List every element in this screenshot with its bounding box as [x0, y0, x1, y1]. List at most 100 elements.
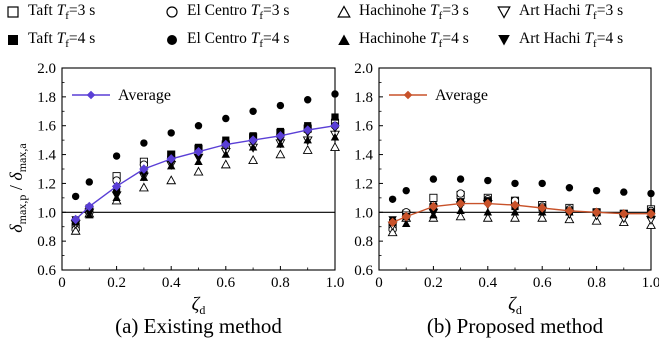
- y-axis-label-text: δmax,p / δmax,a: [6, 143, 29, 233]
- legend-label-5: El Centro Tf=4 s: [187, 30, 290, 51]
- x-tick-label: 0.4: [162, 275, 181, 291]
- data-point-7-5: [510, 203, 520, 211]
- average-legend-label: Average: [435, 87, 488, 104]
- data-point-2-5: [510, 212, 520, 222]
- data-point-3-3: [138, 172, 149, 182]
- average-point-4: [483, 198, 493, 209]
- data-point-6-3: [456, 206, 465, 215]
- data-point-1-3: [139, 160, 149, 169]
- data-point-0-5: [194, 144, 203, 153]
- data-point-6-2: [429, 210, 438, 219]
- x-tick-label: 0.2: [424, 275, 443, 291]
- legend-label-1: El Centro Tf=3 s: [187, 2, 290, 23]
- data-point-0-6: [538, 201, 547, 210]
- data-point-7-4: [483, 201, 492, 210]
- data-point-2-8: [591, 215, 602, 225]
- data-point-0-9: [303, 124, 312, 133]
- data-point-3-5: [193, 153, 204, 163]
- data-point-6-2: [112, 193, 121, 202]
- data-point-4-2: [429, 202, 437, 211]
- average-line: [75, 125, 336, 221]
- x-tick-label: 0.8: [271, 275, 290, 291]
- legend-entry-7: Art Hachi Tf=4 s: [497, 30, 623, 50]
- data-point-1-2: [429, 200, 438, 210]
- data-point-5-3: [456, 175, 465, 183]
- average-point-7: [248, 135, 258, 145]
- data-point-0-10: [646, 205, 656, 214]
- data-point-3-8: [591, 211, 602, 221]
- data-point-1-2: [112, 176, 121, 185]
- legend-row-2: Taft Tf=4 s El Centro Tf=4 s Hachinohe T…: [0, 30, 659, 52]
- average-point-4: [166, 154, 176, 164]
- panel-proposed-method: 0.6 0.8 1.0 1.2 1.4 1.6 1.8 2.0 0 0.2 0.4 0.6 0.8 1.0…: [354, 61, 659, 338]
- data-point-3-2: [111, 191, 122, 201]
- data-point-2-4: [166, 175, 177, 185]
- data-point-1-10: [646, 206, 656, 215]
- data-point-1-6: [538, 202, 547, 211]
- filled-circle-marker-icon: [167, 35, 177, 46]
- data-point-6-9: [619, 209, 628, 217]
- data-point-2-1: [401, 212, 412, 222]
- average-line: [392, 202, 651, 224]
- data-point-4-8: [276, 127, 284, 136]
- data-point-5-9: [304, 96, 312, 104]
- data-point-4-0: [72, 217, 80, 225]
- data-point-2-10: [646, 219, 656, 229]
- y-tick-label: 0.6: [37, 263, 56, 279]
- data-point-6-1: [402, 219, 411, 228]
- data-point-5-0: [388, 195, 397, 203]
- y-tick-label: 1.6: [354, 119, 373, 135]
- x-tick-label: 0.6: [216, 275, 235, 291]
- data-point-4-4: [484, 197, 492, 205]
- data-point-1-7: [248, 135, 258, 145]
- data-point-5-10: [331, 90, 339, 98]
- average-point-1: [84, 201, 95, 212]
- plot-frame: [378, 67, 652, 271]
- data-point-4-10: [331, 113, 339, 121]
- data-point-7-3: [139, 171, 149, 180]
- data-point-6-7: [565, 207, 574, 216]
- data-point-4-7: [565, 207, 573, 215]
- legend-entry-6: Hachinohe Tf=4 s: [337, 30, 469, 50]
- legend-entry-1: El Centro Tf=3 s: [165, 2, 289, 22]
- data-point-7-5: [194, 154, 203, 162]
- data-point-5-2: [112, 152, 121, 160]
- data-point-5-5: [194, 122, 203, 130]
- data-point-4-6: [222, 136, 230, 144]
- data-point-3-9: [302, 136, 313, 146]
- data-point-5-4: [484, 176, 492, 185]
- x-tick-label: 0.4: [478, 275, 497, 291]
- data-point-2-3: [455, 211, 466, 221]
- data-point-5-6: [538, 179, 546, 188]
- open-triangle-down-marker-icon: [497, 6, 511, 19]
- data-point-5-2: [429, 175, 438, 183]
- average-point-6: [221, 139, 231, 150]
- data-point-6-1: [85, 210, 94, 219]
- x-tick-label: 0.6: [533, 275, 552, 291]
- average-point-2: [111, 181, 122, 192]
- data-point-5-1: [402, 186, 410, 195]
- legend-row-1: Taft Tf=3 s El Centro Tf=3 s Hachinohe T…: [0, 2, 659, 24]
- x-axis-label: ζd: [192, 294, 206, 317]
- average-point-1: [401, 211, 411, 222]
- data-point-5-8: [276, 101, 285, 110]
- data-point-1-8: [276, 130, 285, 139]
- data-point-7-6: [538, 206, 547, 214]
- data-point-4-1: [402, 213, 410, 221]
- data-point-6-10: [646, 210, 656, 219]
- data-point-2-4: [482, 212, 493, 222]
- data-point-3-7: [564, 210, 575, 220]
- data-point-7-1: [85, 209, 94, 217]
- data-point-2-10: [330, 142, 340, 152]
- data-point-2-7: [564, 214, 575, 224]
- y-tick-label: 1.8: [37, 90, 56, 106]
- data-point-1-8: [592, 208, 601, 217]
- data-point-5-3: [140, 139, 148, 147]
- data-point-0-2: [112, 172, 121, 181]
- data-point-6-0: [71, 217, 80, 226]
- data-point-2-0: [70, 225, 81, 235]
- x-tick-label: 0.2: [107, 275, 126, 291]
- average-point-7: [564, 206, 575, 216]
- data-point-3-1: [401, 211, 412, 221]
- data-point-0-7: [565, 203, 574, 213]
